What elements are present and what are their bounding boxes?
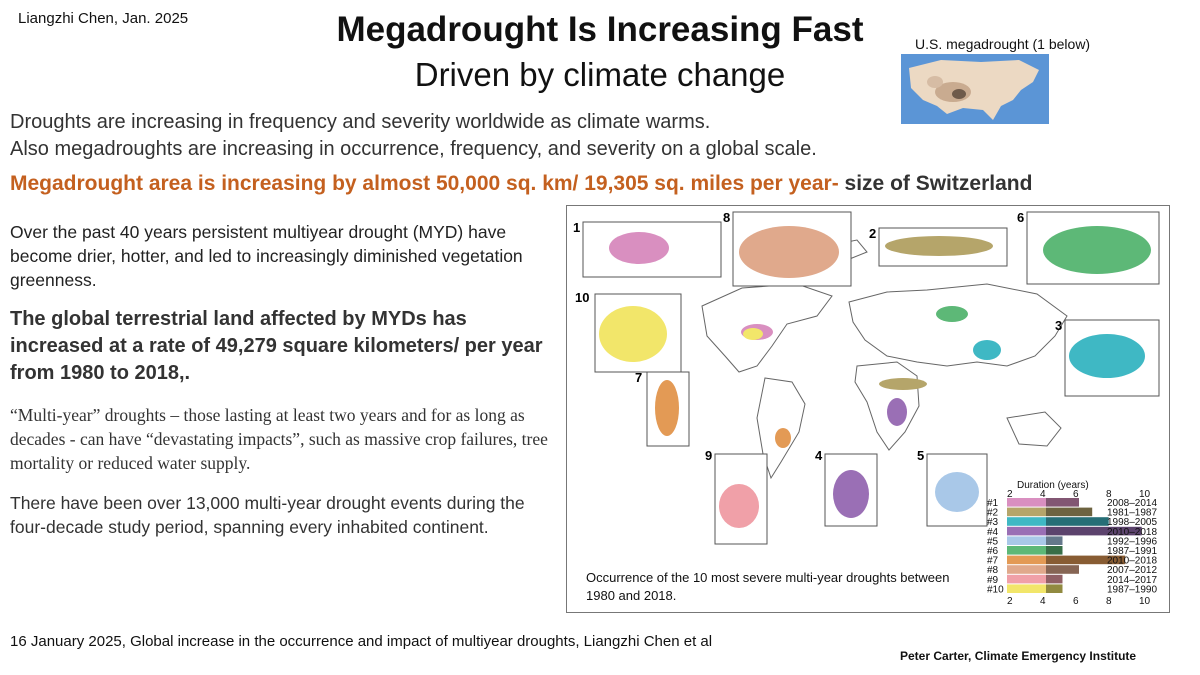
legend-bottom-tick: 6 [1073,596,1079,607]
legend-bar-light [1007,517,1046,526]
legend-row-id: #1 [987,498,999,509]
legend-row-id: #9 [987,575,999,586]
paragraph-impacts: “Multi-year” droughts – those lasting at… [10,405,548,473]
legend-row-period: 2008–2014 [1107,498,1157,509]
legend-bar-dark [1046,517,1109,526]
legend-bar-dark [1046,555,1126,565]
citation: 16 January 2025, Global increase in the … [10,633,713,650]
legend-bar-light [1007,574,1046,584]
legend-top-tick: 8 [1106,489,1112,500]
legend-row-id: #2 [987,508,999,519]
legend-row-period: 2010–2018 [1107,556,1157,567]
legend-row-id: #4 [987,527,999,538]
highlight-statement: Megadrought area is increasing by almost… [10,172,1032,196]
legend-bar-dark [1046,536,1063,545]
panel-number-8: 8 [723,210,730,225]
legend-title: Duration (years) [1017,480,1089,491]
legend-bar-light [1007,555,1046,565]
intro-line-1: Droughts are increasing in frequency and… [10,111,711,133]
highlight-tail: size of Switzerland [838,172,1033,195]
duration-legend: Duration (years) 2 4 6 8 10 #1 2008–2014 #2 198… [987,480,1157,607]
panel-number-5: 5 [917,448,924,463]
paragraph-myd-trends: Over the past 40 years persistent multiy… [10,222,523,290]
panel-number-7: 7 [635,370,642,385]
legend-row-period: 1981–1987 [1107,508,1157,519]
legend-top-tick: 10 [1139,489,1151,500]
world-drought-figure: 1 8 2 6 10 3 7 9 4 5 Duration (years) 2 4… [566,205,1170,613]
panel-number-10: 10 [575,290,589,305]
legend-row-period: 2014–2017 [1107,575,1157,586]
legend-row-id: #6 [987,546,999,557]
slide-title: Megadrought Is Increasing Fast [336,10,864,49]
legend-bar-light [1007,536,1046,545]
legend-bar-light [1007,546,1046,555]
legend-row-id: #3 [987,517,999,528]
legend-row-period: 1987–1990 [1107,584,1157,595]
us-megadrought-map [901,54,1049,124]
legend-bottom-tick: 4 [1040,596,1046,607]
legend-bar-light [1007,584,1046,593]
legend-bar-light [1007,526,1046,536]
legend-row-id: #5 [987,536,999,547]
legend-row-period: 1987–1991 [1107,546,1157,557]
legend-row-id: #8 [987,565,999,576]
legend-bar-dark [1046,565,1079,574]
paragraph-event-count: There have been over 13,000 multi-year d… [10,493,525,537]
legend-bar-light [1007,498,1046,507]
legend-bar-dark [1046,574,1063,584]
author-date: Liangzhi Chen, Jan. 2025 [18,10,189,27]
drought-patches [599,226,1151,528]
legend-bottom-tick: 8 [1106,596,1112,607]
legend-row-period: 1992–1996 [1107,536,1157,547]
legend-bar-dark [1046,546,1063,555]
panel-number-1: 1 [573,220,580,235]
highlight-main: Megadrought area is increasing by almost… [10,172,839,195]
panel-number-6: 6 [1017,210,1024,225]
legend-bar-dark [1046,498,1079,507]
legend-bar-light [1007,507,1046,517]
slide-subtitle: Driven by climate change [414,56,786,93]
legend-bar-dark [1046,507,1093,517]
legend-top-tick: 4 [1040,489,1046,500]
panel-number-3: 3 [1055,318,1062,333]
legend-bar-dark [1046,584,1063,593]
legend-bar-light [1007,565,1046,574]
inset-map-label: U.S. megadrought (1 below) [915,36,1091,52]
legend-row-period: 2010–2018 [1107,527,1157,538]
legend-bottom-tick: 10 [1139,596,1151,607]
panel-number-4: 4 [815,448,823,463]
legend-row-period: 2007–2012 [1107,565,1157,576]
legend-top-tick: 2 [1007,489,1013,500]
panel-number-2: 2 [869,226,876,241]
paragraph-land-affected: The global terrestrial land affected by … [10,308,543,384]
legend-row-id: #10 [987,584,1004,595]
credit: Peter Carter, Climate Emergency Institut… [900,649,1137,663]
legend-bottom-tick: 2 [1007,596,1013,607]
legend-top-tick: 6 [1073,489,1079,500]
legend-row-period: 1998–2005 [1107,517,1157,528]
intro-line-2: Also megadroughts are increasing in occu… [10,138,817,160]
legend-bar-dark [1046,526,1142,536]
legend-row-id: #7 [987,556,999,567]
figure-caption: Occurrence of the 10 most severe multi-y… [586,570,950,603]
panel-number-9: 9 [705,448,712,463]
